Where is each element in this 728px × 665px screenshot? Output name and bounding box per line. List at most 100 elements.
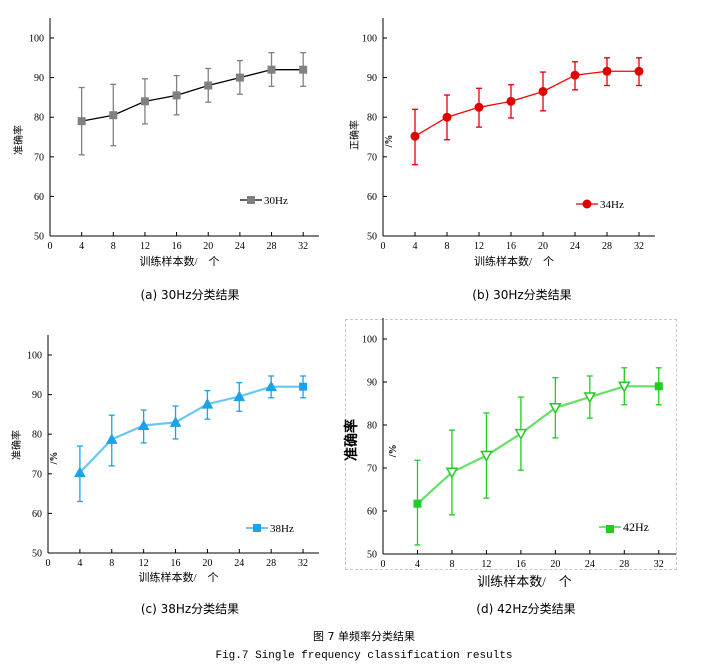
x-tick-label: 28 [619,559,629,570]
x-tick-label: 8 [449,559,454,570]
data-point [169,416,182,427]
x-tick-label: 4 [413,241,418,252]
x-tick-label: 8 [445,241,450,252]
data-point [201,398,214,409]
x-axis-label: 训练样本数/ 个 [477,574,572,589]
x-tick-label: 20 [550,559,560,570]
data-point [233,390,246,402]
legend-marker [606,525,614,533]
x-tick-label: 0 [46,558,51,569]
x-tick-label: 12 [139,558,149,569]
data-point [410,131,420,141]
legend-marker [247,196,255,204]
caption-panel-c: (c) 38Hz分类结果 [140,602,240,616]
x-tick-label: 32 [654,559,664,570]
x-tick-label: 24 [234,558,244,569]
x-tick-label: 8 [111,241,116,252]
y-axis-unit: /% [384,135,395,149]
series-line [79,385,304,474]
y-tick-label: 50 [34,232,44,243]
x-tick-label: 16 [171,558,181,569]
data-point [549,403,562,415]
data-point [140,97,149,106]
y-tick-label: 80 [367,113,377,124]
x-tick-label: 12 [481,559,491,570]
x-tick-label: 0 [48,241,53,252]
x-tick-label: 32 [298,241,308,252]
caption-panel-d: (d) 42Hz分类结果 [476,602,576,616]
data-point [570,70,580,80]
data-point [299,382,308,391]
x-tick-label: 20 [538,241,548,252]
y-axis-label: 准确率 [12,125,25,155]
series-line [81,69,304,122]
data-point [474,102,484,112]
y-tick-label: 90 [34,73,44,84]
x-tick-label: 8 [109,558,114,569]
series-line [414,70,639,137]
x-tick-label: 24 [570,241,580,252]
x-tick-label: 0 [381,241,386,252]
data-point [634,66,644,76]
y-tick-label: 70 [367,152,377,163]
x-tick-label: 0 [381,559,386,570]
x-tick-label: 4 [79,241,84,252]
y-tick-label: 80 [367,421,377,432]
y-tick-label: 60 [367,507,377,518]
data-point [77,117,86,126]
data-point [538,86,548,96]
data-point [618,381,631,393]
data-point [602,66,612,76]
x-tick-label: 24 [235,241,245,252]
x-tick-label: 32 [634,241,644,252]
x-tick-label: 16 [506,241,516,252]
y-tick-label: 100 [362,335,377,346]
y-tick-label: 100 [29,34,44,45]
legend-marker [253,524,261,532]
y-tick-label: 60 [34,192,44,203]
data-point [137,419,150,430]
x-tick-label: 28 [267,241,277,252]
x-tick-label: 24 [585,559,595,570]
x-tick-label: 12 [474,241,484,252]
data-point [109,111,118,120]
caption-panel-b: (b) 30Hz分类结果 [472,288,572,302]
data-point [506,96,516,106]
y-tick-label: 70 [34,152,44,163]
y-tick-label: 90 [32,390,42,401]
chart-panel-a: 50 60 70 80 90 100 0 4 8 12 16 20 24 28 32 训练样本数/ 个 准确率 3… [12,18,319,268]
data-point [172,91,181,100]
legend-label: 34Hz [600,199,624,211]
data-point [267,65,276,74]
figure-caption-zh: 图 7 单频率分类结果 [313,630,415,643]
panel-d-frame [345,319,677,570]
y-tick-label: 50 [367,550,377,561]
x-tick-label: 4 [77,558,82,569]
x-axis-label: 训练样本数/ 个 [474,254,554,268]
data-point [413,499,422,508]
y-axis-unit: /% [49,452,60,466]
y-axis-label: 正确率 [348,120,361,150]
data-point [299,65,308,74]
x-tick-label: 12 [140,241,150,252]
data-point [105,433,118,444]
y-tick-label: 60 [32,509,42,520]
data-point [445,467,459,479]
data-point [514,428,528,441]
y-tick-label: 100 [362,34,377,45]
x-axis-label: 训练样本数/ 个 [139,254,219,268]
y-tick-label: 100 [27,351,42,362]
data-point [265,380,278,392]
x-tick-label: 20 [203,241,213,252]
x-tick-label: 16 [172,241,182,252]
legend-marker [582,199,592,209]
y-axis-label: 准确率 [343,419,360,461]
chart-panel-d: 50 60 70 80 90 100 0 4 8 12 16 20 24 28 32 训练样本数/ 个 准确率 /… [343,318,676,589]
x-tick-label: 28 [602,241,612,252]
y-axis-label: 准确率 [10,430,23,460]
data-point [235,73,244,82]
y-tick-label: 50 [32,549,42,560]
data-point [442,112,452,122]
data-point [583,392,597,404]
data-point [74,466,86,478]
